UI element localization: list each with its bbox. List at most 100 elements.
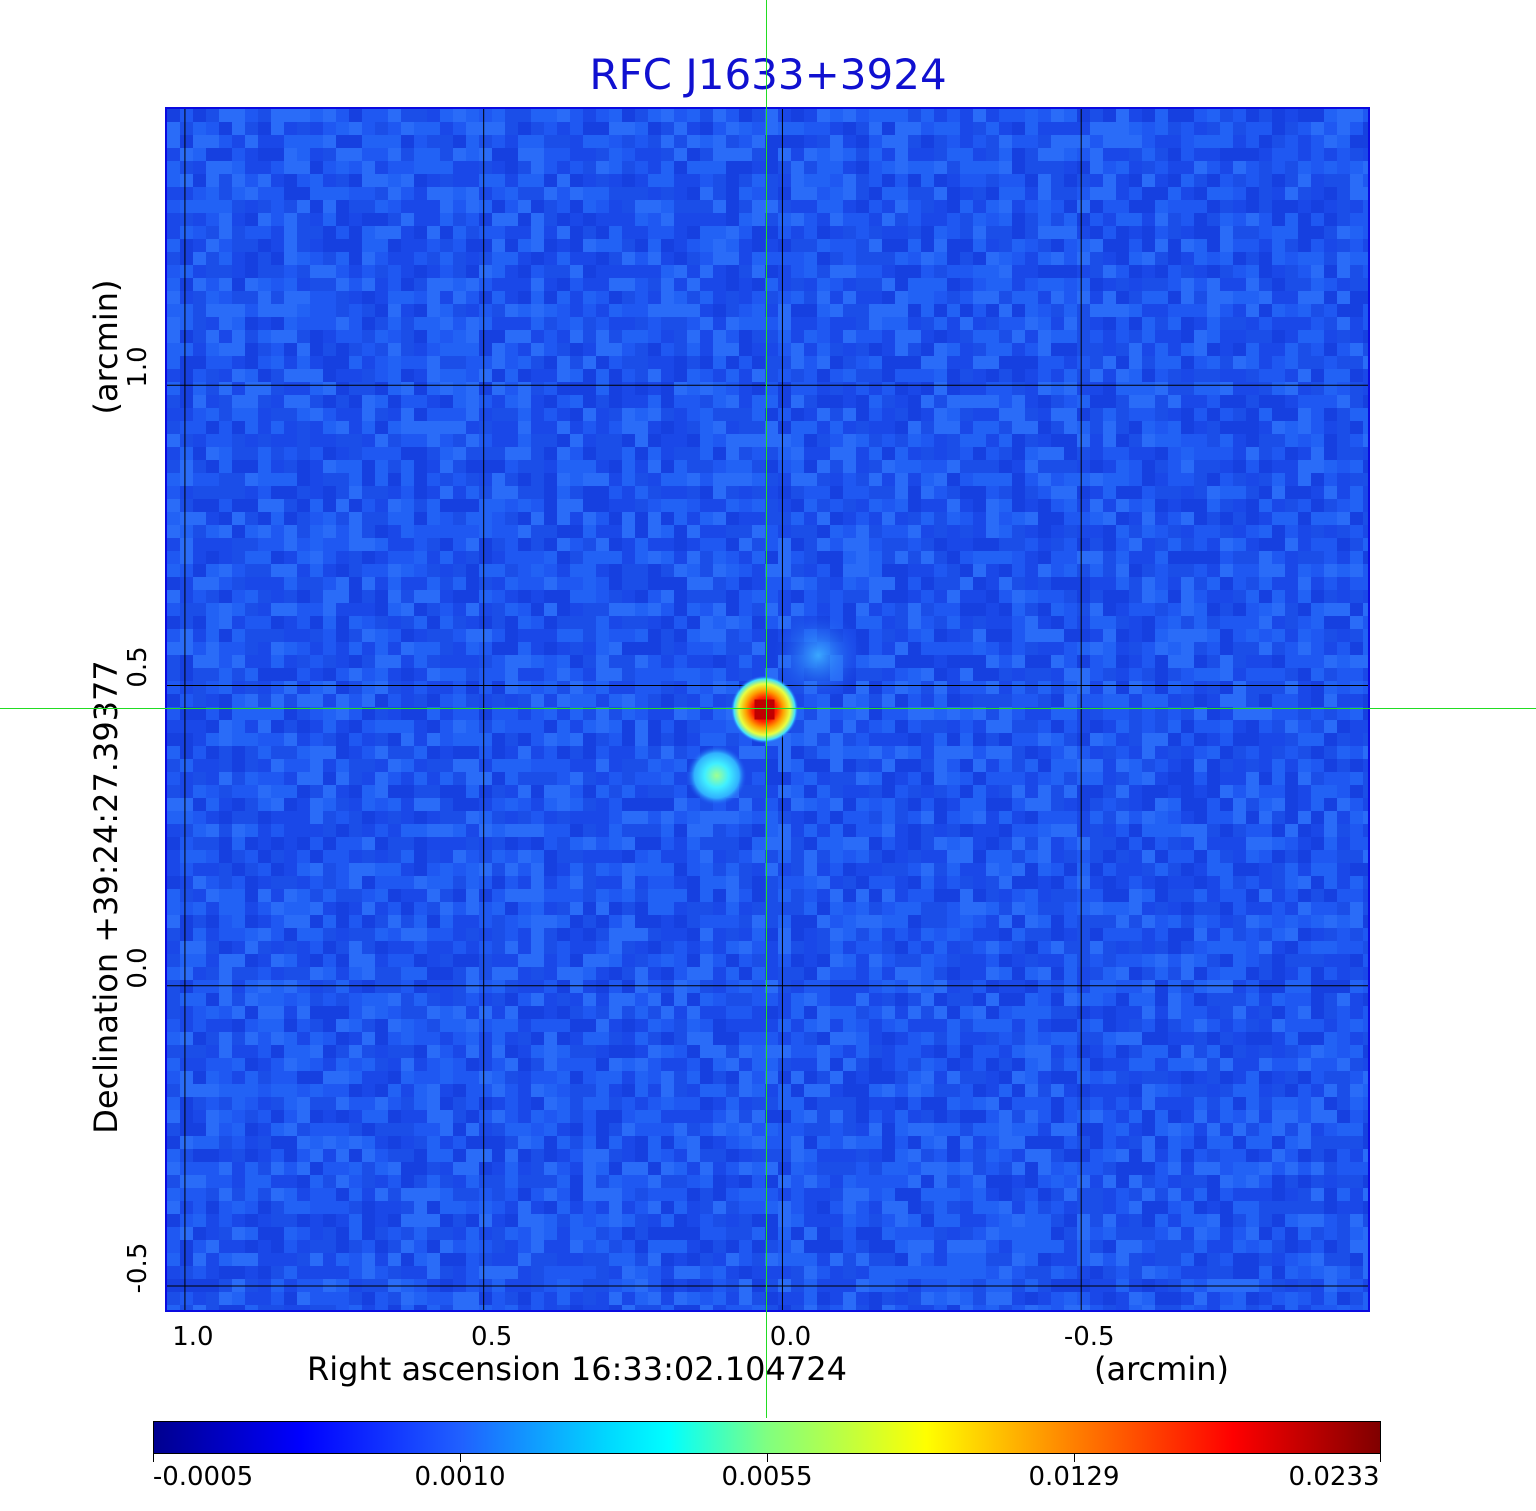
noise-pixel <box>1142 278 1155 291</box>
noise-pixel <box>375 694 388 707</box>
noise-pixel <box>596 538 609 551</box>
noise-pixel <box>1246 512 1259 525</box>
noise-pixel <box>947 447 960 460</box>
noise-pixel <box>1259 746 1272 759</box>
noise-pixel <box>206 291 219 304</box>
noise-pixel <box>609 577 622 590</box>
noise-pixel <box>1350 642 1363 655</box>
noise-pixel <box>635 122 648 135</box>
noise-pixel <box>843 577 856 590</box>
noise-pixel <box>1259 187 1272 200</box>
noise-pixel <box>934 304 947 317</box>
noise-pixel <box>271 590 284 603</box>
noise-pixel <box>1246 707 1259 720</box>
noise-pixel <box>648 421 661 434</box>
noise-pixel <box>648 473 661 486</box>
noise-pixel <box>1038 694 1051 707</box>
noise-pixel <box>401 551 414 564</box>
noise-pixel <box>1350 655 1363 668</box>
noise-pixel <box>661 512 674 525</box>
noise-pixel <box>986 733 999 746</box>
noise-pixel <box>674 317 687 330</box>
noise-pixel <box>843 122 856 135</box>
noise-pixel <box>362 291 375 304</box>
noise-pixel <box>856 304 869 317</box>
noise-pixel <box>1038 590 1051 603</box>
noise-pixel <box>713 187 726 200</box>
noise-pixel <box>1194 681 1207 694</box>
noise-pixel <box>1207 590 1220 603</box>
noise-pixel <box>336 278 349 291</box>
noise-pixel <box>232 343 245 356</box>
noise-pixel <box>1077 616 1090 629</box>
noise-pixel <box>661 226 674 239</box>
noise-pixel <box>661 486 674 499</box>
noise-pixel <box>1168 460 1181 473</box>
noise-pixel <box>323 278 336 291</box>
image-plot-area[interactable] <box>165 107 1370 1312</box>
noise-pixel <box>1038 421 1051 434</box>
noise-pixel <box>921 694 934 707</box>
noise-pixel <box>1116 707 1129 720</box>
noise-pixel <box>284 720 297 733</box>
noise-pixel <box>934 408 947 421</box>
noise-pixel <box>206 408 219 421</box>
noise-pixel <box>1311 278 1324 291</box>
noise-pixel <box>908 174 921 187</box>
noise-pixel <box>1207 226 1220 239</box>
noise-pixel <box>856 226 869 239</box>
noise-pixel <box>713 681 726 694</box>
noise-pixel <box>1025 317 1038 330</box>
noise-pixel <box>1025 694 1038 707</box>
noise-pixel <box>206 668 219 681</box>
noise-pixel <box>1350 681 1363 694</box>
noise-pixel <box>206 655 219 668</box>
noise-pixel <box>583 733 596 746</box>
noise-pixel <box>1272 733 1285 746</box>
noise-pixel <box>1077 109 1090 122</box>
noise-pixel <box>1272 785 1285 798</box>
noise-pixel <box>921 590 934 603</box>
noise-pixel <box>765 408 778 421</box>
noise-pixel <box>518 616 531 629</box>
noise-pixel <box>453 486 466 499</box>
noise-pixel <box>453 291 466 304</box>
noise-pixel <box>973 278 986 291</box>
noise-pixel <box>934 226 947 239</box>
noise-pixel <box>778 408 791 421</box>
noise-pixel <box>882 655 895 668</box>
noise-pixel <box>1168 681 1181 694</box>
noise-pixel <box>1064 590 1077 603</box>
noise-pixel <box>1181 525 1194 538</box>
noise-pixel <box>362 265 375 278</box>
noise-pixel <box>401 629 414 642</box>
noise-pixel <box>258 629 271 642</box>
noise-pixel <box>973 148 986 161</box>
noise-pixel <box>960 382 973 395</box>
noise-pixel <box>388 343 401 356</box>
noise-pixel <box>1025 434 1038 447</box>
noise-pixel <box>557 694 570 707</box>
noise-pixel <box>1337 161 1350 174</box>
noise-pixel <box>674 590 687 603</box>
noise-pixel <box>726 629 739 642</box>
noise-pixel <box>505 226 518 239</box>
noise-pixel <box>505 525 518 538</box>
noise-pixel <box>1194 434 1207 447</box>
noise-pixel <box>804 135 817 148</box>
noise-pixel <box>401 499 414 512</box>
noise-pixel <box>440 174 453 187</box>
noise-pixel <box>427 421 440 434</box>
noise-pixel <box>1025 135 1038 148</box>
noise-pixel <box>869 759 882 772</box>
noise-pixel <box>999 590 1012 603</box>
noise-pixel <box>1194 291 1207 304</box>
noise-pixel <box>869 629 882 642</box>
noise-pixel <box>1012 473 1025 486</box>
noise-pixel <box>167 200 180 213</box>
noise-pixel <box>1207 499 1220 512</box>
noise-pixel <box>661 265 674 278</box>
noise-pixel <box>1324 694 1337 707</box>
noise-pixel <box>947 174 960 187</box>
noise-pixel <box>674 278 687 291</box>
